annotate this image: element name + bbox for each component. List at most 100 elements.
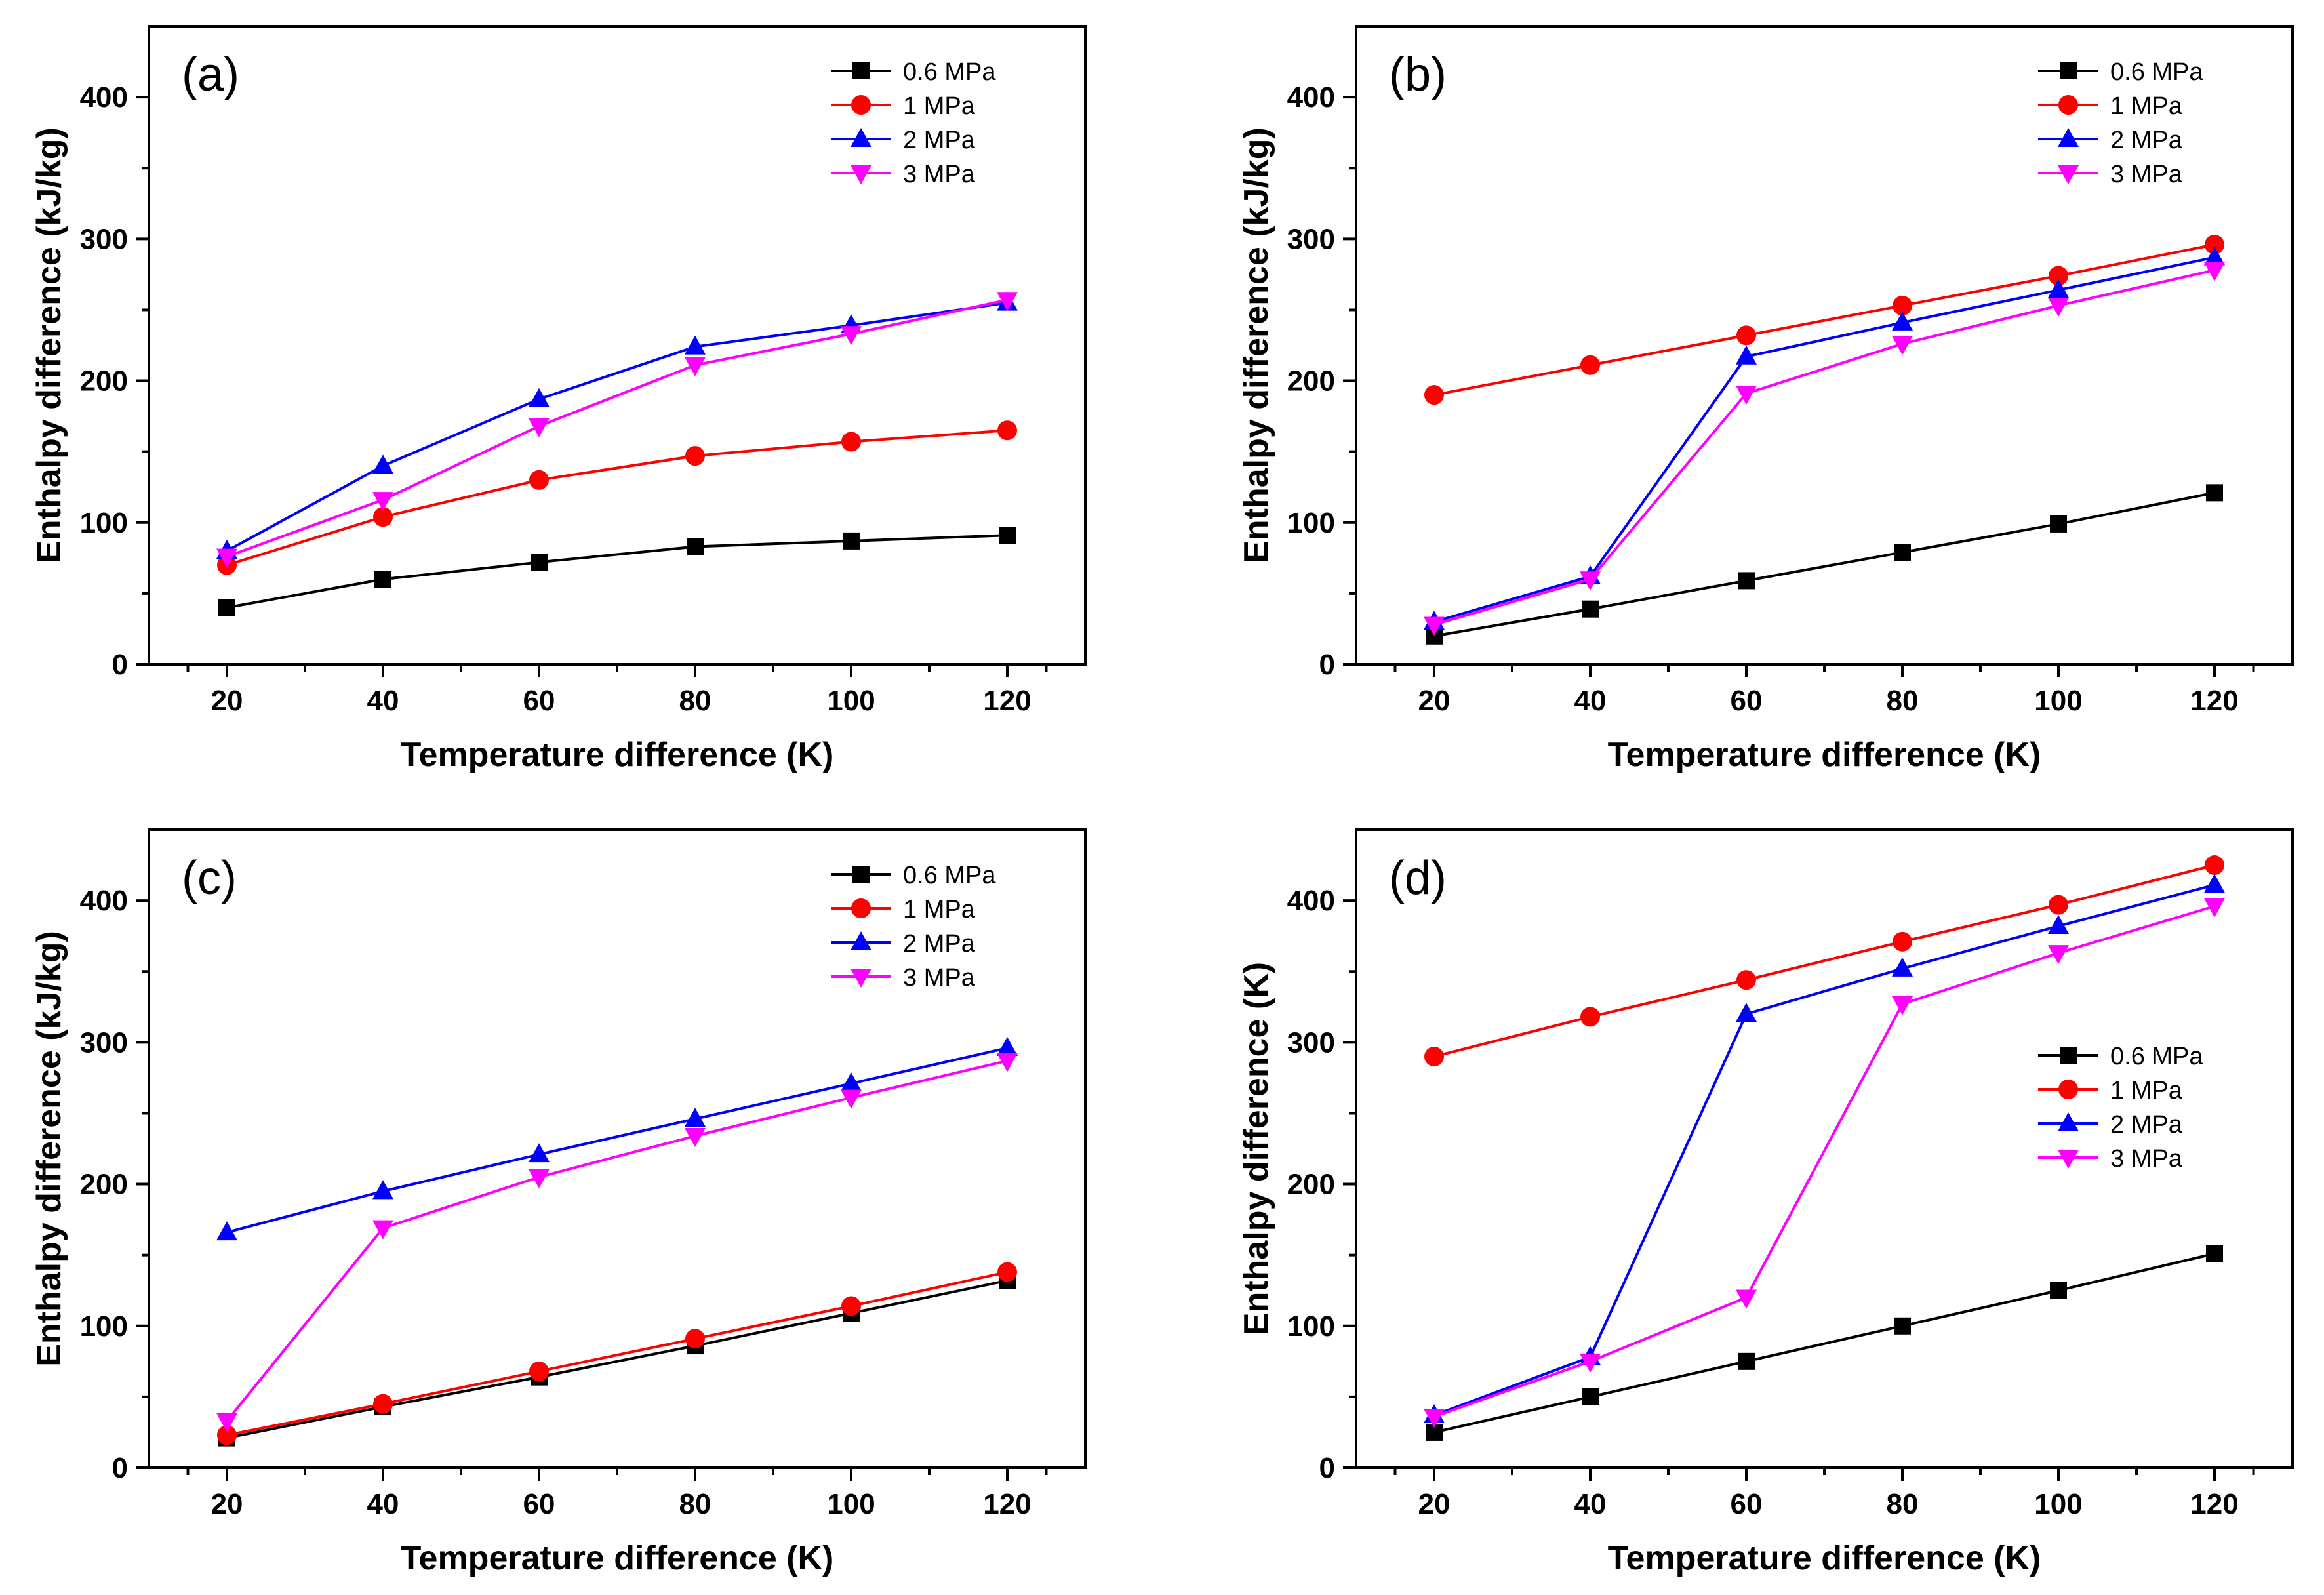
y-tick-label: 0 [112, 1452, 128, 1484]
y-tick-label: 0 [112, 649, 128, 681]
data-point [373, 507, 393, 527]
data-point [529, 1169, 550, 1188]
data-point [1582, 1388, 1599, 1405]
series-3-mpa [216, 1053, 1018, 1432]
data-point [1424, 385, 1444, 405]
series-0-6-mpa [1426, 484, 2223, 645]
data-point [1424, 1046, 1444, 1066]
y-tick-label: 0 [1319, 1452, 1335, 1484]
data-point [1736, 970, 1756, 990]
x-tick-label: 100 [2034, 1488, 2082, 1520]
data-point [1738, 1352, 1755, 1370]
y-tick-label: 100 [1287, 507, 1335, 539]
legend: 0.6 MPa 1 MPa 2 MPa 3 MPa [2038, 58, 2203, 188]
legend-label: 1 MPa [903, 896, 976, 923]
data-point [2049, 895, 2068, 915]
x-tick-label: 100 [827, 685, 875, 717]
data-point [374, 571, 391, 588]
data-point [1736, 345, 1757, 365]
data-point [1893, 931, 1912, 952]
data-point [372, 454, 393, 474]
data-point [2058, 1112, 2079, 1131]
series-line [1433, 256, 2215, 624]
y-tick-label: 400 [80, 81, 128, 113]
series-line [226, 1279, 1008, 1440]
data-point [2204, 898, 2225, 918]
data-point [1892, 311, 1913, 331]
x-tick-label: 20 [211, 1488, 243, 1520]
series-line [226, 1270, 1008, 1437]
series-line [1433, 1252, 2215, 1434]
panel-label: (d) [1389, 852, 1447, 904]
plot-frame [1355, 25, 2294, 666]
x-tick-label: 120 [2190, 685, 2238, 717]
data-point [841, 1296, 861, 1316]
x-tick-label: 20 [1418, 685, 1451, 717]
series-3-mpa [216, 292, 1018, 568]
y-tick-label: 0 [1319, 649, 1335, 681]
data-point [841, 1089, 862, 1109]
x-tick-label: 80 [679, 685, 711, 717]
data-point [529, 388, 550, 407]
y-tick-label: 100 [1287, 1310, 1335, 1343]
data-point [852, 62, 870, 79]
legend-label: 2 MPa [903, 930, 976, 958]
x-tick-label: 40 [1574, 685, 1607, 717]
x-axis-title: Temperature difference (K) [401, 736, 834, 774]
data-point [216, 1413, 237, 1432]
data-point [529, 1143, 550, 1163]
data-point [687, 538, 704, 555]
data-point [373, 1394, 393, 1414]
data-point [217, 1425, 237, 1445]
x-tick-label: 100 [827, 1488, 875, 1520]
legend: 0.6 MPa 1 MPa 2 MPa 3 MPa [831, 862, 996, 992]
y-tick-label: 100 [80, 1310, 128, 1343]
data-point [1580, 571, 1601, 591]
y-tick-label: 300 [1287, 1026, 1335, 1059]
chart-panel-b: 20 40 60 80 100 120 0 100 200 300 400 Temperature d… [1237, 25, 2294, 774]
x-tick-label: 60 [523, 685, 555, 717]
data-point [1892, 957, 1913, 977]
legend-label: 0.6 MPa [903, 58, 996, 86]
x-tick-label: 60 [1731, 1488, 1763, 1520]
x-tick-label: 120 [2190, 1488, 2238, 1520]
data-point [529, 1361, 549, 1381]
x-tick-label: 20 [1418, 1488, 1451, 1520]
data-point [851, 898, 871, 918]
x-tick-label: 80 [1887, 685, 1919, 717]
data-point [841, 326, 862, 346]
y-tick-label: 400 [1287, 885, 1335, 917]
series-2-mpa [216, 1036, 1018, 1241]
data-point [372, 1180, 393, 1200]
data-point [997, 420, 1017, 441]
data-point [2058, 1080, 2078, 1099]
series-0-6-mpa [1426, 1245, 2223, 1441]
x-tick-label: 80 [679, 1488, 711, 1520]
data-point [1424, 1409, 1445, 1428]
series-line [1433, 268, 2215, 626]
data-point [997, 292, 1018, 312]
series-1-mpa [1424, 855, 2224, 1066]
y-tick-label: 100 [80, 507, 128, 539]
data-point [841, 1072, 862, 1092]
data-point [2058, 1150, 2079, 1169]
y-tick-label: 400 [1287, 81, 1335, 113]
legend-label: 3 MPa [2110, 161, 2183, 188]
plot-frame [148, 25, 1087, 666]
legend-label: 2 MPa [2110, 127, 2183, 154]
series-line [226, 534, 1008, 609]
data-point [999, 527, 1016, 544]
y-axis-title: Enthalpy difference (kJ/kg) [1237, 127, 1275, 563]
data-point [2048, 297, 2069, 317]
data-point [1738, 572, 1755, 590]
data-point [2204, 874, 2225, 893]
data-point [685, 1128, 706, 1148]
series-line [226, 1047, 1008, 1234]
data-point [2058, 165, 2079, 184]
data-point [1894, 544, 1911, 561]
y-axis-title: Enthalpy difference (kJ/kg) [30, 127, 68, 563]
data-point [851, 165, 872, 184]
y-tick-label: 400 [80, 885, 128, 917]
series-1-mpa [217, 420, 1017, 575]
series-0-6-mpa [218, 1272, 1016, 1447]
